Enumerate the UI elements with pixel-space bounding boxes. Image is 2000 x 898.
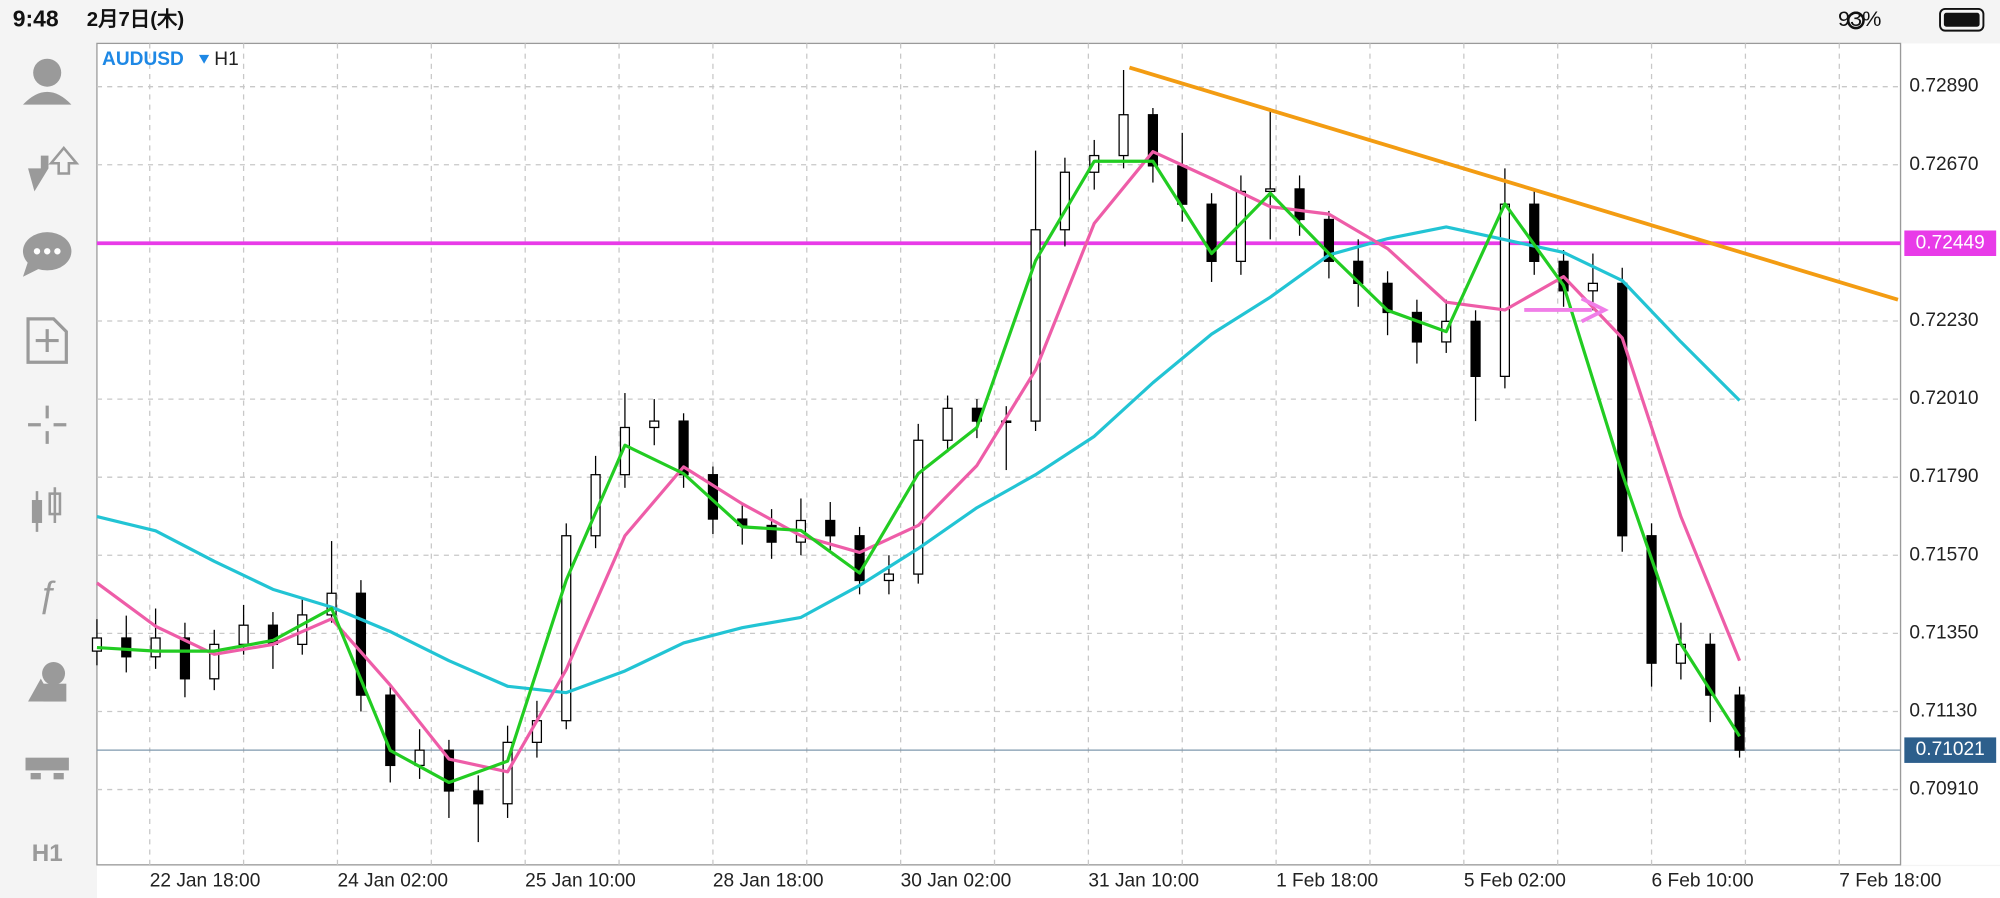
arrow-annotation — [1524, 296, 1609, 324]
symbol-dropdown[interactable] — [198, 54, 210, 64]
x-tick-label: 5 Feb 02:00 — [1464, 870, 1566, 891]
y-tick-label: 0.71350 — [1909, 622, 1978, 643]
time-axis — [96, 866, 2000, 898]
candle-body — [1411, 311, 1423, 343]
symbol-label[interactable]: AUDUSD — [102, 49, 184, 70]
x-tick-label: 22 Jan 18:00 — [150, 870, 261, 891]
candle-body — [443, 749, 455, 792]
trend-line — [1128, 65, 1899, 302]
candle-body — [1206, 203, 1217, 262]
chat-button[interactable] — [22, 232, 72, 277]
y-tick-label: 0.72670 — [1909, 154, 1978, 175]
candle-body — [561, 535, 572, 722]
price-line-label-box — [1904, 737, 1997, 763]
candle-body — [1323, 218, 1335, 262]
x-tick-label: 7 Feb 18:00 — [1839, 870, 1941, 891]
moving-average — [95, 150, 1742, 774]
indicators-button[interactable]: ƒ — [37, 574, 57, 615]
candle-body — [1294, 188, 1305, 221]
x-tick-label: 6 Feb 10:00 — [1652, 870, 1754, 891]
x-tick-label: 25 Jan 10:00 — [525, 870, 636, 891]
candle-body — [1499, 203, 1511, 377]
candle-body — [1382, 282, 1393, 314]
candle-body — [883, 573, 895, 582]
status-icon — [1846, 11, 1865, 30]
y-tick-label: 0.70910 — [1909, 779, 1978, 800]
y-tick-label: 0.72230 — [1909, 310, 1978, 331]
candle-body — [1030, 229, 1041, 422]
candle-body — [179, 637, 191, 680]
moving-average — [96, 225, 1741, 695]
candle-body — [942, 407, 953, 441]
y-tick-label: 0.71790 — [1909, 466, 1978, 487]
timeframe-button[interactable]: H1 — [32, 840, 63, 867]
x-tick-label: 1 Feb 18:00 — [1276, 870, 1378, 891]
price-axis — [1901, 43, 2000, 865]
plot-area — [96, 42, 1902, 866]
candle-body — [1617, 282, 1628, 537]
candle-body — [1470, 320, 1481, 377]
candle-body — [766, 524, 777, 543]
candle-body — [1118, 114, 1129, 157]
candle-body — [1265, 188, 1276, 193]
objects-button[interactable] — [28, 662, 67, 702]
crosshair-button[interactable] — [28, 405, 67, 444]
status-date: 2月7日(木) — [87, 7, 184, 31]
trade-button[interactable] — [28, 145, 80, 192]
candle-body — [619, 426, 631, 476]
candle-body — [1059, 171, 1071, 231]
price-line-label: 0.71021 — [1916, 739, 1985, 760]
price-line-label: 0.72449 — [1916, 232, 1985, 253]
status-time: 9:48 — [13, 5, 59, 31]
new-order-button[interactable] — [26, 317, 68, 364]
candle-body — [1177, 165, 1188, 205]
y-tick-label: 0.72890 — [1909, 76, 1978, 97]
status-bar — [0, 0, 2000, 41]
candle-body — [825, 519, 836, 537]
toolbar: ƒ H1 — [22, 58, 80, 867]
candle-body — [913, 439, 924, 575]
y-tick-label: 0.72010 — [1909, 388, 1978, 409]
price-line-label-box — [1904, 230, 1997, 256]
candle-body — [385, 694, 396, 767]
candle-body — [1734, 694, 1745, 751]
moving-average — [96, 159, 1741, 785]
candle-body — [150, 637, 161, 658]
timeframe-label: H1 — [214, 49, 238, 70]
candle-body — [1646, 535, 1657, 664]
candle-body — [473, 790, 484, 805]
candle-body — [238, 624, 249, 646]
candle-body — [1147, 114, 1159, 167]
x-tick-label: 30 Jan 02:00 — [901, 870, 1012, 891]
account-button[interactable] — [22, 58, 72, 105]
battery-level — [1943, 12, 1980, 27]
candle-body — [326, 592, 337, 616]
candle-body — [1529, 203, 1540, 262]
candle-body — [355, 592, 367, 696]
x-tick-label: 28 Jan 18:00 — [713, 870, 824, 891]
x-tick-label: 31 Jan 10:00 — [1088, 870, 1199, 891]
y-tick-label: 0.71130 — [1909, 701, 1977, 722]
candle-body — [854, 535, 865, 582]
candle-body — [649, 420, 660, 429]
candle-body — [91, 637, 103, 652]
candle-body — [1587, 282, 1599, 292]
chart-type-button[interactable] — [31, 487, 62, 532]
layout-button[interactable] — [25, 757, 69, 780]
candle-body — [209, 643, 220, 680]
candle-body — [1001, 420, 1012, 424]
candle-body — [121, 637, 132, 658]
x-tick-label: 24 Jan 02:00 — [337, 870, 448, 891]
candle-body — [1705, 643, 1716, 696]
y-tick-label: 0.71570 — [1909, 544, 1978, 565]
battery-icon — [1939, 7, 1985, 32]
